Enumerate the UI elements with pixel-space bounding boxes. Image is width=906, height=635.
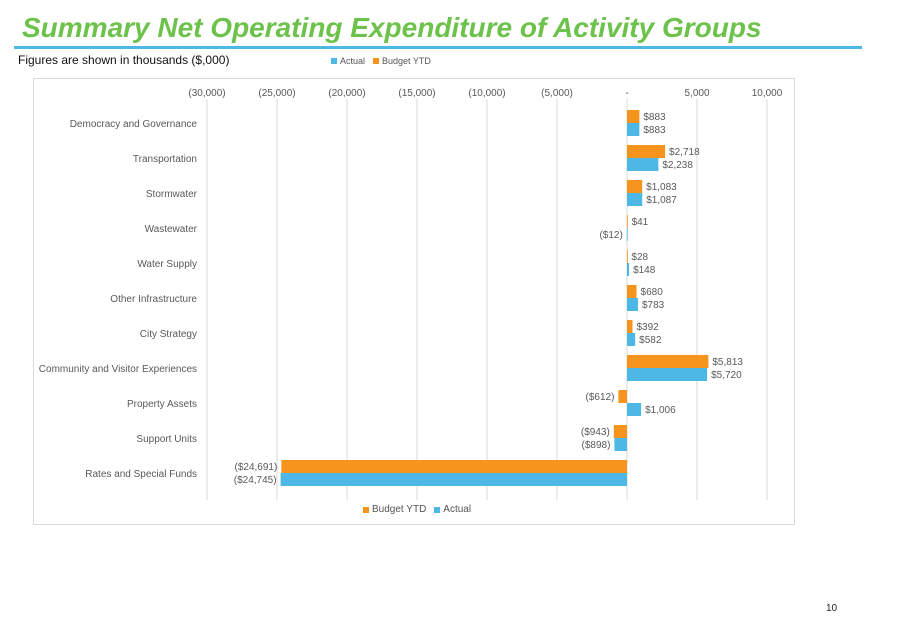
budget-bar (627, 145, 666, 158)
bottom-legend: Budget YTD Actual (363, 504, 471, 515)
budget-bar (627, 285, 637, 298)
x-tick-label: (20,000) (328, 88, 365, 99)
category-label: City Strategy (140, 329, 197, 340)
x-tick-label: (25,000) (258, 88, 295, 99)
x-tick-label: (5,000) (541, 88, 573, 99)
budget-data-label: $41 (632, 217, 649, 228)
actual-swatch-icon (434, 506, 441, 513)
budget-data-label: $5,813 (712, 357, 743, 368)
page-title: Summary Net Operating Expenditure of Act… (22, 12, 762, 43)
top-legend-item-budget: Budget YTD (373, 56, 431, 66)
category-label: Water Supply (137, 259, 197, 270)
bottom-legend-label-actual: Actual (443, 504, 472, 515)
budget-bar (627, 250, 628, 263)
budget-data-label: $680 (641, 287, 664, 298)
actual-bar (627, 193, 643, 206)
actual-bar (627, 368, 708, 381)
x-tick-label: 5,000 (684, 88, 709, 99)
title-underline (14, 46, 862, 49)
budget-bar (627, 215, 628, 228)
top-legend: Actual Budget YTD (331, 56, 431, 66)
category-label: Rates and Special Funds (85, 469, 197, 480)
x-tick-label: (15,000) (398, 88, 435, 99)
x-tick-label: (10,000) (468, 88, 505, 99)
category-label: Property Assets (127, 399, 197, 410)
actual-bar (626, 228, 628, 241)
budget-data-label: $28 (631, 252, 648, 263)
actual-data-label: ($12) (599, 230, 622, 241)
actual-data-label: $1,006 (645, 405, 676, 416)
chart-area: (30,000) (25,000) (20,000) (15,000) (10,000)… (33, 78, 795, 525)
actual-data-label: $5,720 (711, 370, 742, 381)
actual-data-label: $1,087 (646, 195, 677, 206)
category-label: Transportation (133, 154, 197, 165)
actual-data-label: $783 (642, 300, 665, 311)
budget-data-label: $883 (643, 112, 666, 123)
budget-bar (627, 355, 709, 368)
budget-bar (627, 180, 643, 193)
actual-bar (614, 438, 627, 451)
budget-bar (618, 390, 627, 403)
bottom-legend-item-budget: Budget YTD (363, 504, 426, 515)
category-label: Wastewater (145, 224, 198, 235)
actual-data-label: $2,238 (662, 160, 693, 171)
actual-bar (627, 263, 630, 276)
actual-bar (627, 158, 659, 171)
budget-swatch-icon (363, 506, 369, 513)
actual-bar (627, 333, 636, 346)
actual-bar (280, 473, 627, 486)
category-label: Community and Visitor Experiences (39, 364, 197, 375)
x-tick-label: - (625, 88, 628, 99)
budget-data-label: ($612) (586, 392, 615, 403)
bar-chart: (30,000) (25,000) (20,000) (15,000) (10,000)… (39, 88, 783, 500)
budget-bar (281, 460, 627, 473)
page-number: 10 (826, 603, 838, 614)
actual-data-label: $582 (639, 335, 662, 346)
actual-data-label: ($24,745) (234, 475, 277, 486)
actual-swatch-icon (331, 58, 337, 64)
budget-bar (627, 110, 640, 123)
budget-data-label: ($24,691) (235, 462, 278, 473)
bottom-legend-item-actual: Actual (434, 504, 471, 515)
actual-bar (627, 403, 642, 416)
top-legend-label-actual: Actual (340, 56, 366, 66)
actual-data-label: $883 (643, 125, 666, 136)
bottom-legend-label-budget: Budget YTD (372, 504, 427, 515)
category-label: Democracy and Governance (70, 119, 198, 130)
budget-data-label: $2,718 (669, 147, 700, 158)
x-tick-label: 10,000 (752, 88, 783, 99)
category-label: Other Infrastructure (110, 294, 197, 305)
units-note: Figures are shown in thousands ($,000) (18, 53, 230, 67)
actual-data-label: $148 (633, 265, 656, 276)
budget-data-label: ($943) (581, 427, 610, 438)
budget-bar (613, 425, 627, 438)
actual-bar (627, 123, 640, 136)
x-tick-label: (30,000) (188, 88, 225, 99)
actual-data-label: ($898) (582, 440, 611, 451)
category-label: Stormwater (146, 189, 198, 200)
top-legend-item-actual: Actual (331, 56, 365, 66)
budget-data-label: $392 (636, 322, 659, 333)
category-label: Support Units (136, 434, 197, 445)
budget-swatch-icon (373, 58, 380, 64)
budget-bar (627, 320, 633, 333)
budget-data-label: $1,083 (646, 182, 677, 193)
top-legend-label-budget: Budget YTD (382, 56, 431, 66)
actual-bar (627, 298, 638, 311)
